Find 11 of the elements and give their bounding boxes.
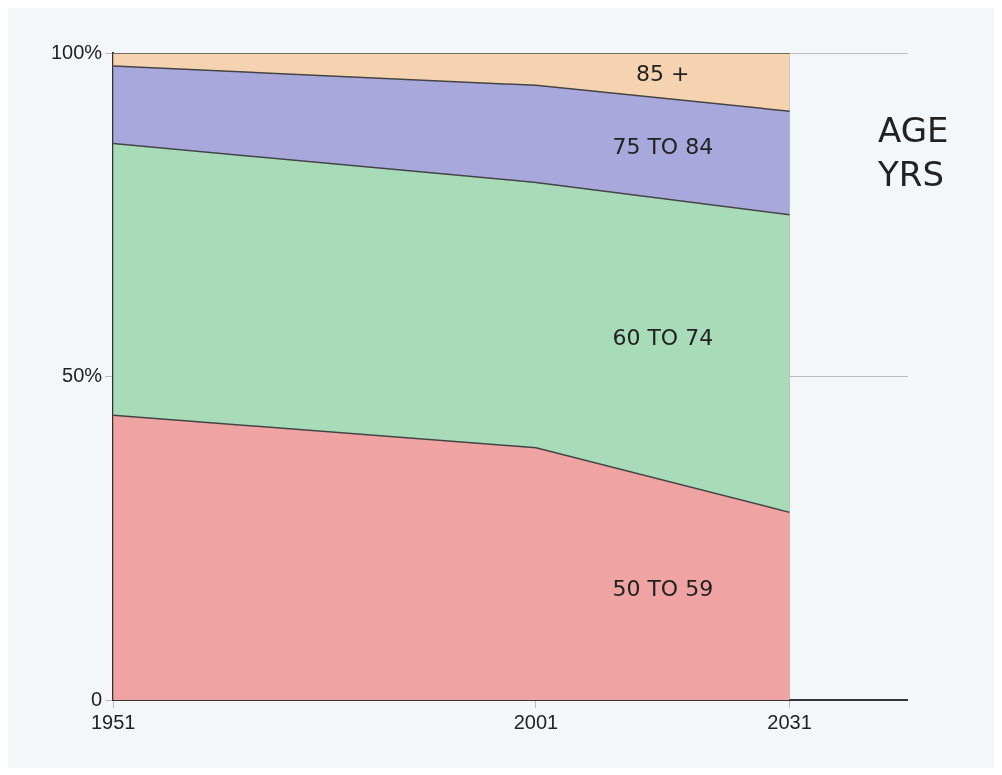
x-tick-label: 1951 [90, 710, 136, 733]
x-tick-label: 2031 [767, 710, 812, 733]
series-label: 50 TO 59 [612, 575, 714, 601]
y-tick-label: 0 [91, 687, 103, 710]
x-tick-label: 2001 [513, 710, 559, 733]
series-label: 60 TO 74 [612, 325, 714, 351]
y-tick-label: 100% [51, 40, 103, 63]
legend-title: AGE YRS [878, 109, 950, 197]
y-tick-label: 50% [62, 364, 103, 387]
series-label: 85 + [636, 61, 690, 87]
series-label: 75 TO 84 [612, 134, 714, 160]
